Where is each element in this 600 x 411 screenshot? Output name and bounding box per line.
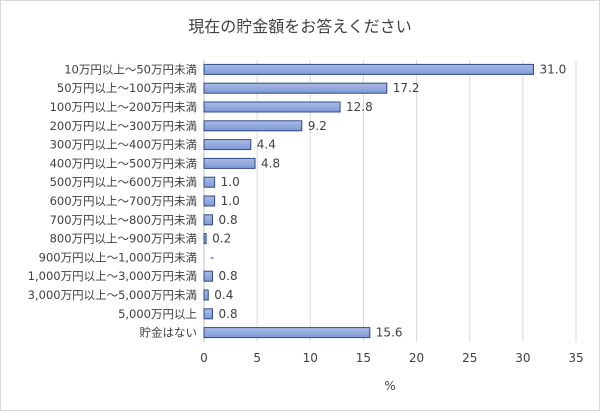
category-labels: 10万円以上～50万円未満 50万円以上～100万円未満 100万円以上～200万円… [28,62,197,339]
data-label-11: 0.8 [219,269,238,283]
data-label-2: 12.8 [346,100,373,114]
data-label-5: 4.8 [261,156,280,170]
bars [203,63,534,339]
bar-12 [203,289,209,301]
category-label-14: 貯金はない [140,326,198,340]
x-tick-label-7: 35 [568,351,583,365]
category-label-11: 1,000万円以上～3,000万円未満 [28,269,197,283]
category-label-5: 400万円以上～500万円未満 [50,156,197,170]
category-label-1: 50万円以上～100万円未満 [57,81,197,95]
category-label-12: 3,000万円以上～5,000万円未満 [28,288,197,302]
data-label-7: 1.0 [221,194,240,208]
category-label-10: 900万円以上～1,000万円未満 [39,250,197,264]
chart-title: 現在の貯金額をお答えください [188,17,412,36]
data-labels: 31.017.212.89.24.44.81.01.00.80.2-0.80.4… [210,62,566,339]
category-label-6: 500万円以上～600万円未満 [50,175,197,189]
category-label-0: 10万円以上～50万円未満 [64,62,197,76]
bar-13 [203,308,214,320]
bar-6 [203,176,216,188]
bar-4 [203,139,252,151]
data-label-10: - [210,250,214,264]
x-tick-label-4: 20 [409,351,424,365]
x-tick-label-5: 25 [462,351,477,365]
data-label-0: 31.0 [539,62,566,76]
data-label-8: 0.8 [219,213,238,227]
bar-5 [203,157,256,169]
x-tick-label-1: 5 [253,351,261,365]
category-label-8: 700万円以上～800万円未満 [50,213,197,227]
x-axis-ticks: 0 5 10 15 20 25 30 35 [200,351,583,365]
bar-7 [203,195,216,207]
category-label-13: 5,000万円以上 [118,307,197,321]
bar-11 [203,270,214,282]
data-label-12: 0.4 [214,288,233,302]
bar-14 [203,327,371,339]
category-label-2: 100万円以上～200万円未満 [50,100,197,114]
x-tick-label-0: 0 [200,351,208,365]
data-label-3: 9.2 [308,119,327,133]
data-label-13: 0.8 [219,307,238,321]
x-tick-label-6: 30 [515,351,530,365]
data-label-14: 15.6 [376,326,403,340]
data-label-1: 17.2 [393,81,420,95]
x-tick-label-2: 10 [303,351,318,365]
bar-3 [203,120,303,132]
bar-8 [203,214,214,226]
category-label-7: 600万円以上～700万円未満 [50,194,197,208]
data-label-9: 0.2 [212,232,231,246]
data-label-4: 4.4 [257,138,276,152]
category-label-3: 200万円以上～300万円未満 [50,119,197,133]
x-axis-label: % [384,379,395,393]
bar-2 [203,101,341,113]
data-label-6: 1.0 [221,175,240,189]
category-label-9: 800万円以上～900万円未満 [50,232,197,246]
x-tick-label-3: 15 [356,351,371,365]
bar-1 [203,82,388,94]
category-label-4: 300万円以上～400万円未満 [50,138,197,152]
bar-9 [203,233,207,245]
bar-0 [203,63,534,75]
